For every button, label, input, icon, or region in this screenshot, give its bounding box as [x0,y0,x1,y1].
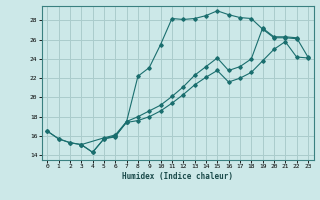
X-axis label: Humidex (Indice chaleur): Humidex (Indice chaleur) [122,172,233,181]
